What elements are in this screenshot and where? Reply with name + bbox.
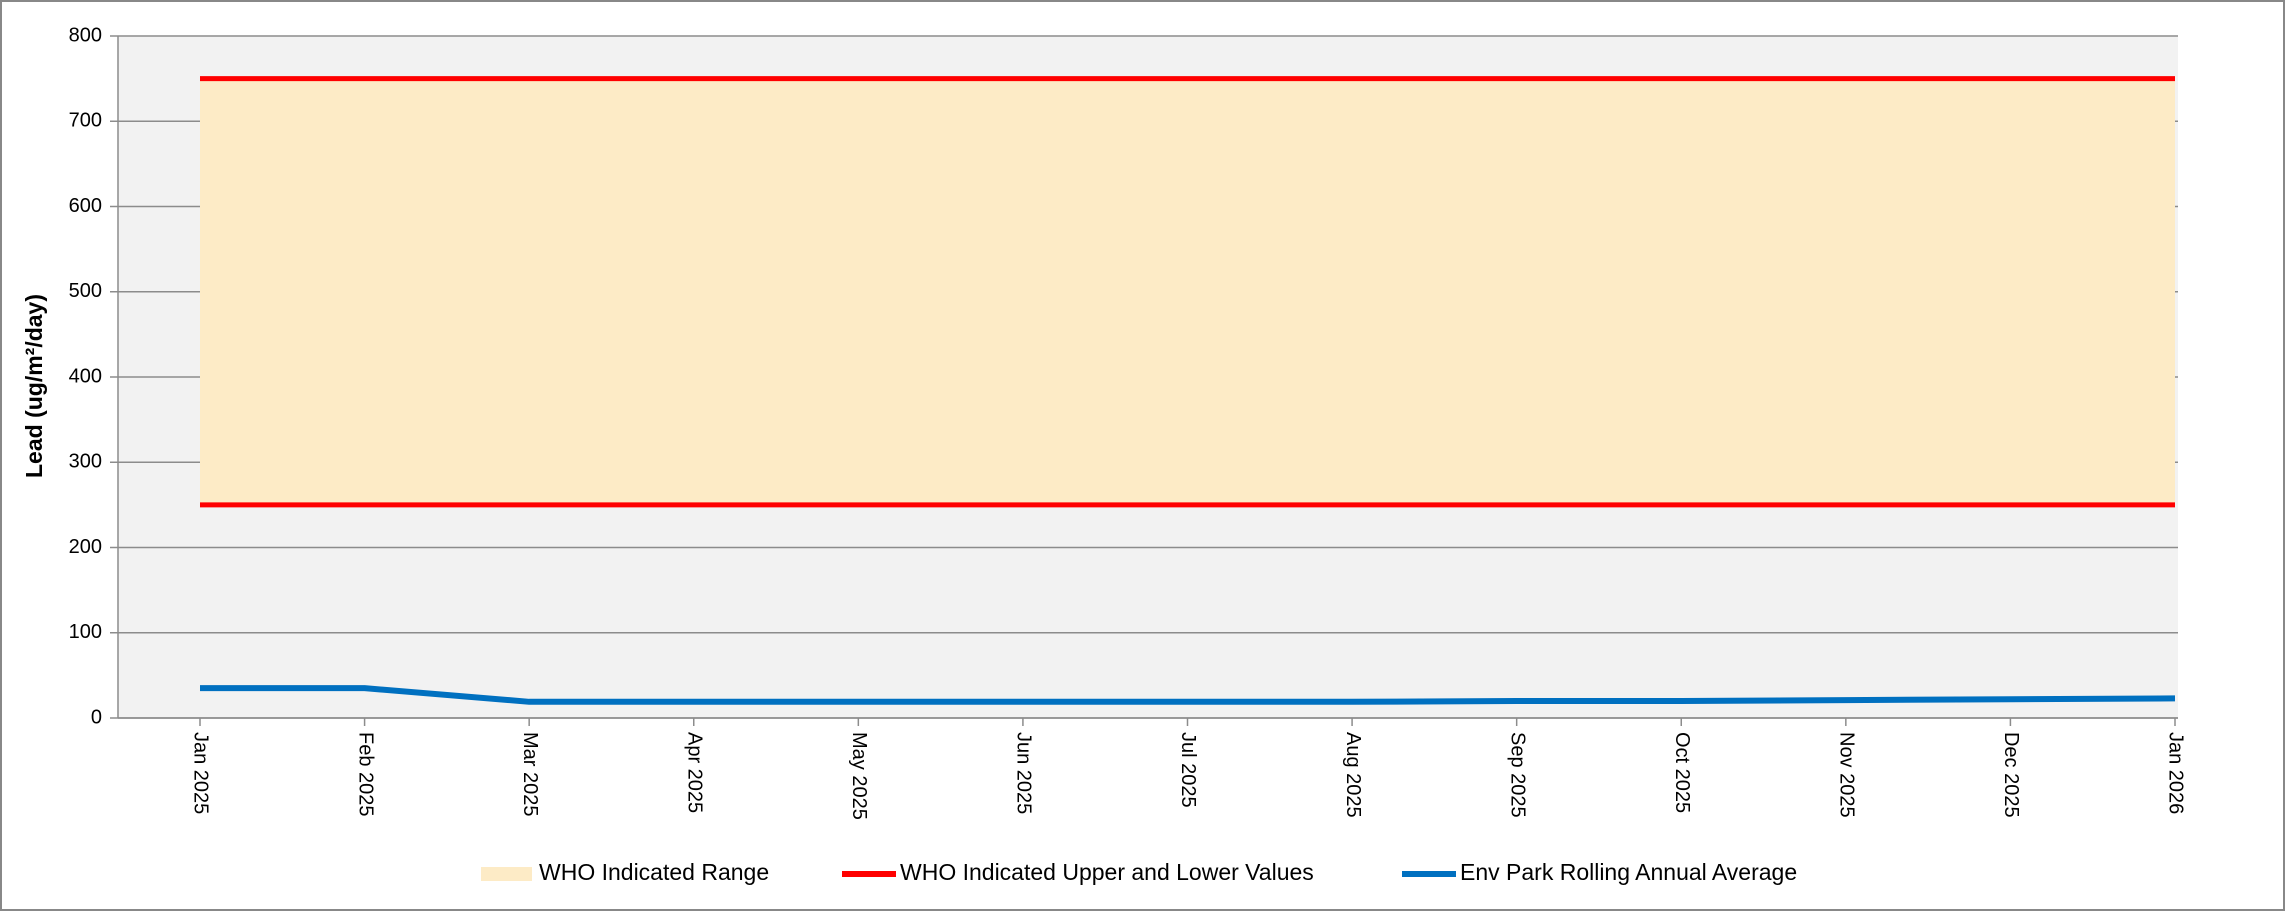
line: [200, 685, 2176, 705]
x-tick-label: Feb 2025: [354, 732, 376, 817]
y-tick-label: 400: [69, 365, 102, 387]
x-tick-label: Jun 2025: [1013, 732, 1035, 814]
x-tick-label: Jan 2026: [2165, 732, 2187, 814]
y-tick-label: 200: [69, 536, 102, 558]
x-tick-label: Apr 2025: [683, 732, 705, 813]
x-tick-label: Oct 2025: [1671, 732, 1693, 813]
x-tick-label: Sep 2025: [1506, 732, 1528, 818]
y-tick-label: 800: [69, 24, 102, 46]
x-tick-label: Dec 2025: [2000, 732, 2022, 818]
x-tick-label: Nov 2025: [1836, 732, 1858, 818]
y-tick-label: 700: [69, 110, 102, 132]
legend-label: WHO Indicated Upper and Lower Values: [900, 859, 1314, 885]
x-tick-label: Jan 2025: [190, 732, 212, 814]
y-axis-label: Lead (ug/m²/day): [21, 294, 47, 478]
y-tick-label: 300: [69, 451, 102, 473]
x-tick-label: Jul 2025: [1177, 732, 1199, 808]
x-tick-label: Aug 2025: [1342, 732, 1364, 818]
x-tick-label: Mar 2025: [519, 732, 541, 817]
legend-swatch: [481, 867, 532, 881]
x-tick-label: May 2025: [848, 732, 870, 820]
y-tick-label: 0: [91, 706, 102, 728]
y-tick-label: 100: [69, 621, 102, 643]
y-tick-label: 500: [69, 280, 102, 302]
legend-label: WHO Indicated Range: [539, 859, 769, 885]
range-area: [200, 78, 2175, 505]
legend-label: Env Park Rolling Annual Average: [1460, 859, 1797, 885]
y-tick-label: 600: [69, 195, 102, 217]
